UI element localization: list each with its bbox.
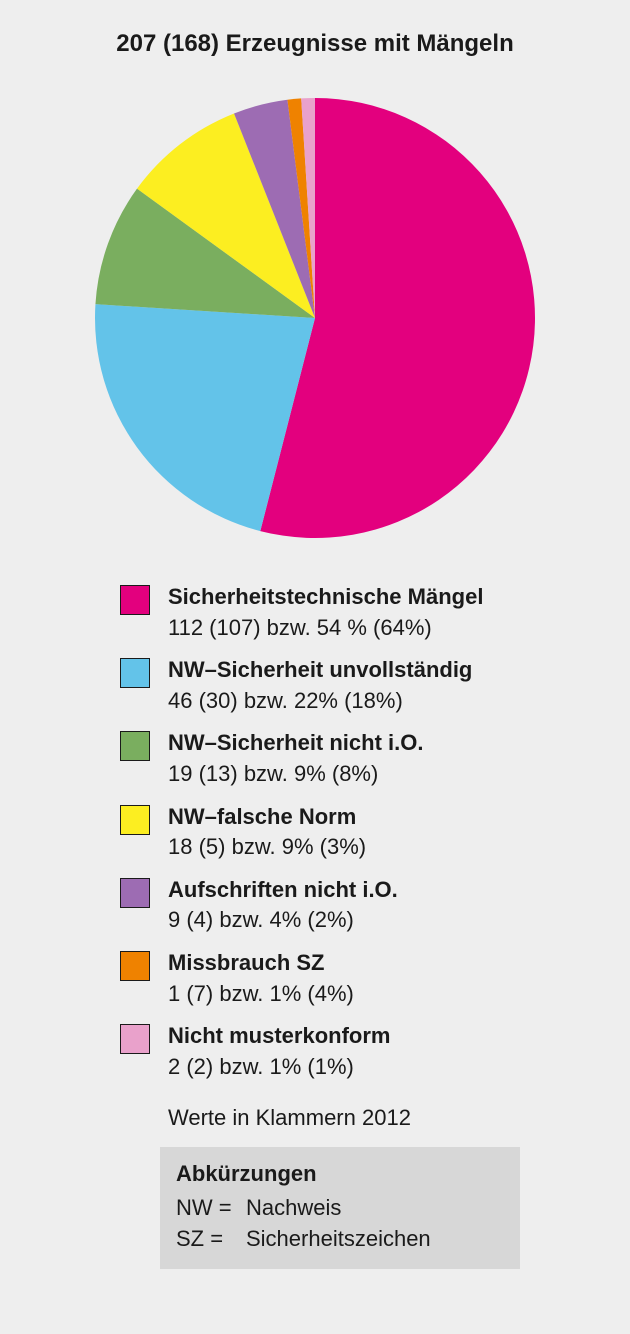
legend-label: NW–falsche Norm (168, 803, 590, 832)
abbreviation-box: Abkürzungen NW =NachweisSZ =Sicherheitsz… (160, 1147, 520, 1269)
legend-label: Sicherheitstechnische Mängel (168, 583, 590, 612)
legend-item: Nicht musterkonform2 (2) bzw. 1% (1%) (120, 1022, 590, 1081)
legend-swatch (120, 951, 150, 981)
legend-label: NW–Sicherheit nicht i.O. (168, 729, 590, 758)
legend-item: Aufschriften nicht i.O.9 (4) bzw. 4% (2%… (120, 876, 590, 935)
legend-label: Nicht musterkonform (168, 1022, 590, 1051)
legend-item: NW–Sicherheit nicht i.O.19 (13) bzw. 9% … (120, 729, 590, 788)
legend-label: Missbrauch SZ (168, 949, 590, 978)
legend-swatch (120, 878, 150, 908)
legend-detail: 19 (13) bzw. 9% (8%) (168, 760, 590, 789)
legend-swatch (120, 805, 150, 835)
legend-swatch (120, 585, 150, 615)
abbr-key: NW = (176, 1193, 246, 1224)
legend-detail: 1 (7) bzw. 1% (4%) (168, 980, 590, 1009)
legend-detail: 112 (107) bzw. 54 % (64%) (168, 614, 590, 643)
legend-swatch (120, 658, 150, 688)
footnote: Werte in Klammern 2012 (168, 1105, 590, 1131)
abbr-value: Nachweis (246, 1193, 341, 1224)
legend-detail: 46 (30) bzw. 22% (18%) (168, 687, 590, 716)
legend-detail: 18 (5) bzw. 9% (3%) (168, 833, 590, 862)
legend: Sicherheitstechnische Mängel112 (107) bz… (120, 583, 590, 1081)
abbr-title: Abkürzungen (176, 1161, 504, 1187)
abbr-value: Sicherheitszeichen (246, 1224, 431, 1255)
abbr-row: NW =Nachweis (176, 1193, 504, 1224)
legend-detail: 2 (2) bzw. 1% (1%) (168, 1053, 590, 1082)
chart-title: 207 (168) Erzeugnisse mit Mängeln (40, 30, 590, 58)
legend-item: NW–falsche Norm18 (5) bzw. 9% (3%) (120, 803, 590, 862)
legend-item: NW–Sicherheit unvollständig46 (30) bzw. … (120, 656, 590, 715)
legend-label: Aufschriften nicht i.O. (168, 876, 590, 905)
abbr-row: SZ =Sicherheitszeichen (176, 1224, 504, 1255)
pie-chart (40, 88, 590, 553)
legend-item: Missbrauch SZ1 (7) bzw. 1% (4%) (120, 949, 590, 1008)
abbr-key: SZ = (176, 1224, 246, 1255)
legend-label: NW–Sicherheit unvollständig (168, 656, 590, 685)
legend-detail: 9 (4) bzw. 4% (2%) (168, 906, 590, 935)
legend-item: Sicherheitstechnische Mängel112 (107) bz… (120, 583, 590, 642)
legend-swatch (120, 731, 150, 761)
legend-swatch (120, 1024, 150, 1054)
